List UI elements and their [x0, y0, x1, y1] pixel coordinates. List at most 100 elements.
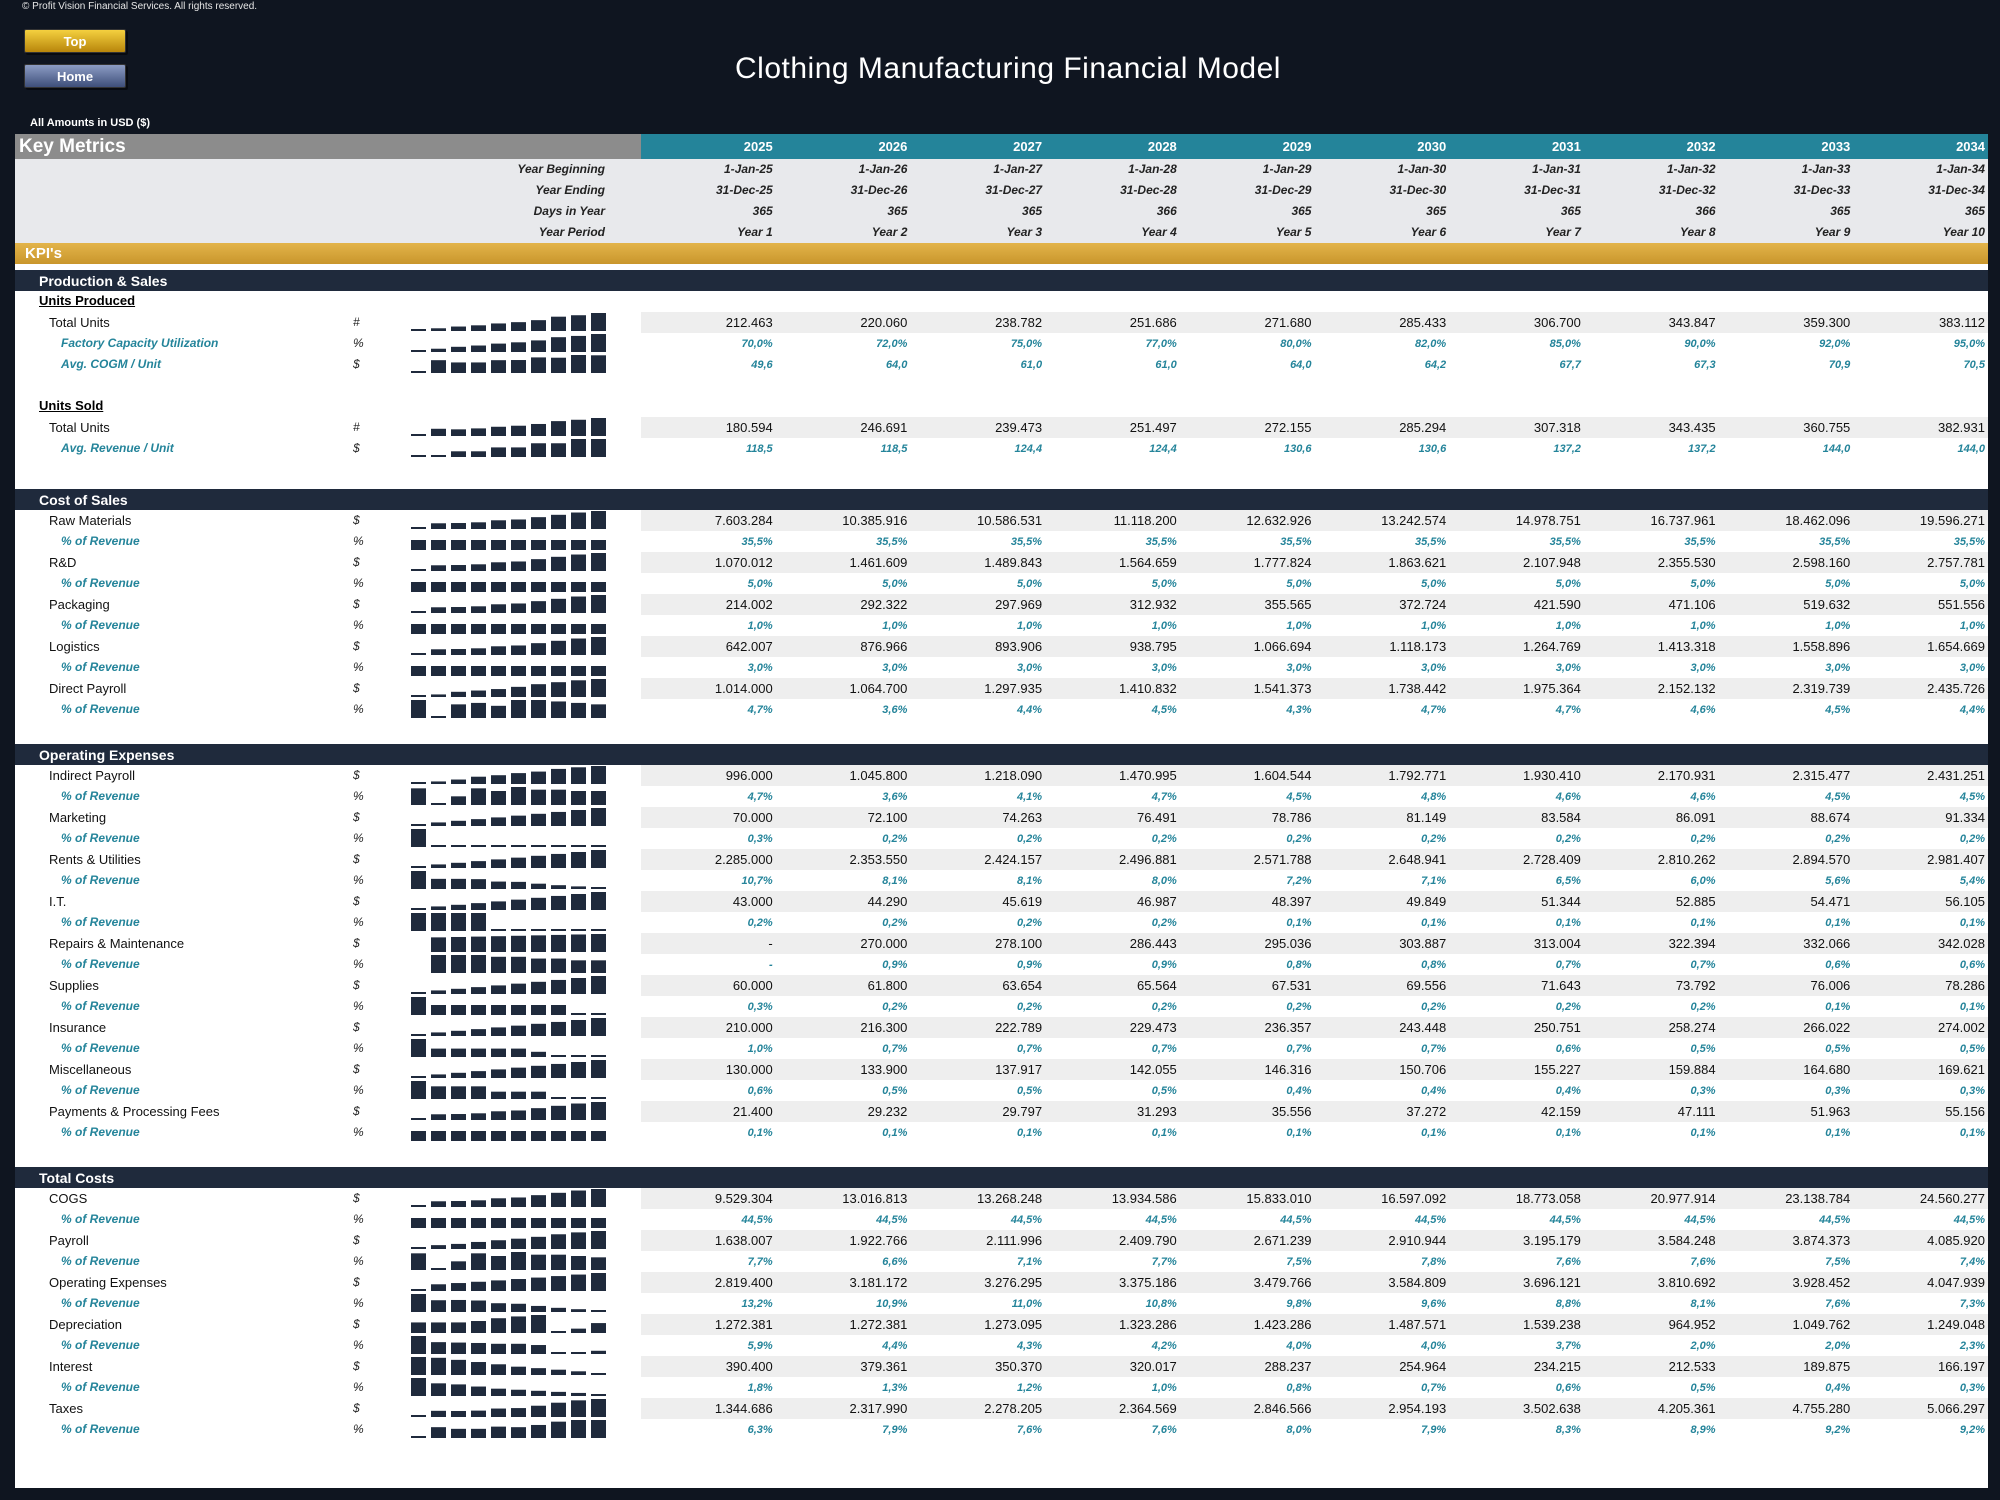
value-cell[interactable]: 0,3% [1825, 1085, 1851, 1097]
value-cell[interactable]: 4,1% [1017, 791, 1043, 803]
value-cell[interactable]: 130,6 [1418, 443, 1447, 455]
value-cell[interactable]: 258.274 [1668, 1020, 1716, 1035]
value-cell[interactable]: 210.000 [725, 1020, 773, 1035]
value-cell[interactable]: 1.541.373 [1253, 681, 1312, 696]
value-cell[interactable]: 1.539.238 [1523, 1317, 1581, 1332]
value-cell[interactable]: 0,1% [1825, 1001, 1851, 1013]
value-cell[interactable]: 1.297.935 [984, 681, 1043, 696]
value-cell[interactable]: 55.156 [1945, 1104, 1985, 1119]
value-cell[interactable]: 21.400 [732, 1104, 773, 1119]
value-cell[interactable]: 137.917 [995, 1062, 1043, 1077]
value-cell[interactable]: 7,1% [1017, 1256, 1043, 1268]
value-cell[interactable]: 360.755 [1803, 420, 1851, 435]
value-cell[interactable]: 77,0% [1145, 338, 1177, 350]
value-cell[interactable]: 49.849 [1406, 894, 1447, 909]
value-cell[interactable]: 4.205.361 [1657, 1401, 1716, 1416]
value-cell[interactable]: 155.227 [1533, 1062, 1581, 1077]
value-cell[interactable]: 0,1% [1959, 1001, 1985, 1013]
value-cell[interactable]: 342.028 [1937, 936, 1985, 951]
value-cell[interactable]: 13.268.248 [977, 1191, 1043, 1206]
value-cell[interactable]: - [769, 959, 773, 971]
value-cell[interactable]: 2.894.570 [1792, 852, 1851, 867]
value-cell[interactable]: 251.686 [1129, 315, 1177, 330]
value-cell[interactable]: 313.004 [1533, 936, 1581, 951]
top-button[interactable]: Top [24, 29, 126, 53]
value-cell[interactable]: 1,0% [747, 620, 773, 632]
value-cell[interactable]: 1.738.442 [1388, 681, 1447, 696]
value-cell[interactable]: 4,4% [1017, 704, 1043, 716]
value-cell[interactable]: 359.300 [1803, 315, 1851, 330]
value-cell[interactable]: 52.885 [1675, 894, 1716, 909]
value-cell[interactable]: 10,7% [741, 875, 773, 887]
value-cell[interactable]: 80,0% [1280, 338, 1312, 350]
value-cell[interactable]: 1,0% [1286, 620, 1312, 632]
value-cell[interactable]: 4,5% [1825, 704, 1851, 716]
value-cell[interactable]: 236.357 [1264, 1020, 1312, 1035]
value-cell[interactable]: 3.696.121 [1523, 1275, 1581, 1290]
value-cell[interactable]: 6,0% [1690, 875, 1716, 887]
value-cell[interactable]: 0,1% [1959, 1127, 1985, 1139]
value-cell[interactable]: 76.006 [1810, 978, 1851, 993]
value-cell[interactable]: 0,9% [882, 959, 908, 971]
value-cell[interactable]: 5,0% [1017, 578, 1043, 590]
value-cell[interactable]: 2.170.931 [1657, 768, 1716, 783]
value-cell[interactable]: 60.000 [732, 978, 773, 993]
value-cell[interactable]: 44,5% [741, 1214, 773, 1226]
value-cell[interactable]: 35,5% [1145, 536, 1177, 548]
value-cell[interactable]: 1.930.410 [1523, 768, 1581, 783]
value-cell[interactable]: 83.584 [1541, 810, 1581, 825]
value-cell[interactable]: 7,2% [1286, 875, 1312, 887]
value-cell[interactable]: 1.654.669 [1927, 639, 1985, 654]
value-cell[interactable]: 3.276.295 [984, 1275, 1043, 1290]
value-cell[interactable]: 2.954.193 [1388, 1401, 1447, 1416]
value-cell[interactable]: 4,0% [1286, 1340, 1312, 1352]
value-cell[interactable]: 0,7% [1421, 1382, 1447, 1394]
value-cell[interactable]: 71.643 [1541, 978, 1581, 993]
value-cell[interactable]: 1,0% [1017, 620, 1043, 632]
value-cell[interactable]: 5,4% [1959, 875, 1985, 887]
value-cell[interactable]: 166.197 [1937, 1359, 1985, 1374]
value-cell[interactable]: 7,5% [1825, 1256, 1851, 1268]
value-cell[interactable]: 0,7% [1151, 1043, 1177, 1055]
value-cell[interactable]: 4.085.920 [1927, 1233, 1985, 1248]
value-cell[interactable]: 3,0% [1421, 662, 1447, 674]
value-cell[interactable]: 3,6% [882, 791, 908, 803]
value-cell[interactable]: 0,2% [1286, 1001, 1312, 1013]
value-cell[interactable]: 0,3% [1690, 1085, 1716, 1097]
value-cell[interactable]: 0,1% [1959, 917, 1985, 929]
value-cell[interactable]: 5,0% [747, 578, 773, 590]
value-cell[interactable]: 4,4% [882, 1340, 908, 1352]
value-cell[interactable]: 2.364.569 [1118, 1401, 1177, 1416]
value-cell[interactable]: 35,5% [1549, 536, 1581, 548]
value-cell[interactable]: 4,0% [1421, 1340, 1447, 1352]
value-cell[interactable]: 6,3% [747, 1424, 773, 1436]
value-cell[interactable]: 303.887 [1399, 936, 1447, 951]
value-cell[interactable]: 0,2% [1151, 1001, 1177, 1013]
value-cell[interactable]: 11,0% [1011, 1298, 1043, 1310]
value-cell[interactable]: 9,8% [1286, 1298, 1312, 1310]
value-cell[interactable]: 44,5% [1819, 1214, 1851, 1226]
value-cell[interactable]: 243.448 [1399, 1020, 1447, 1035]
value-cell[interactable]: 7,7% [1151, 1256, 1177, 1268]
value-cell[interactable]: 8,0% [1286, 1424, 1312, 1436]
value-cell[interactable]: 0,1% [1286, 917, 1312, 929]
value-cell[interactable]: 3,7% [1555, 1340, 1581, 1352]
value-cell[interactable]: 29.797 [1002, 1104, 1043, 1119]
value-cell[interactable]: 288.237 [1264, 1359, 1312, 1374]
value-cell[interactable]: 270.000 [860, 936, 908, 951]
value-cell[interactable]: 5,0% [1690, 578, 1716, 590]
value-cell[interactable]: 4,5% [1959, 791, 1985, 803]
value-cell[interactable]: 54.471 [1810, 894, 1851, 909]
value-cell[interactable]: 2.353.550 [849, 852, 908, 867]
value-cell[interactable]: 10.586.531 [977, 513, 1043, 528]
value-cell[interactable]: 0,2% [1555, 833, 1581, 845]
value-cell[interactable]: 2.910.944 [1388, 1233, 1447, 1248]
value-cell[interactable]: 251.497 [1129, 420, 1177, 435]
value-cell[interactable]: 44,5% [1953, 1214, 1985, 1226]
value-cell[interactable]: 75,0% [1010, 338, 1043, 350]
value-cell[interactable]: 2.728.409 [1523, 852, 1581, 867]
value-cell[interactable]: 35,5% [741, 536, 773, 548]
value-cell[interactable]: 5,9% [747, 1340, 773, 1352]
value-cell[interactable]: 0,1% [1690, 1127, 1716, 1139]
value-cell[interactable]: 285.294 [1399, 420, 1447, 435]
